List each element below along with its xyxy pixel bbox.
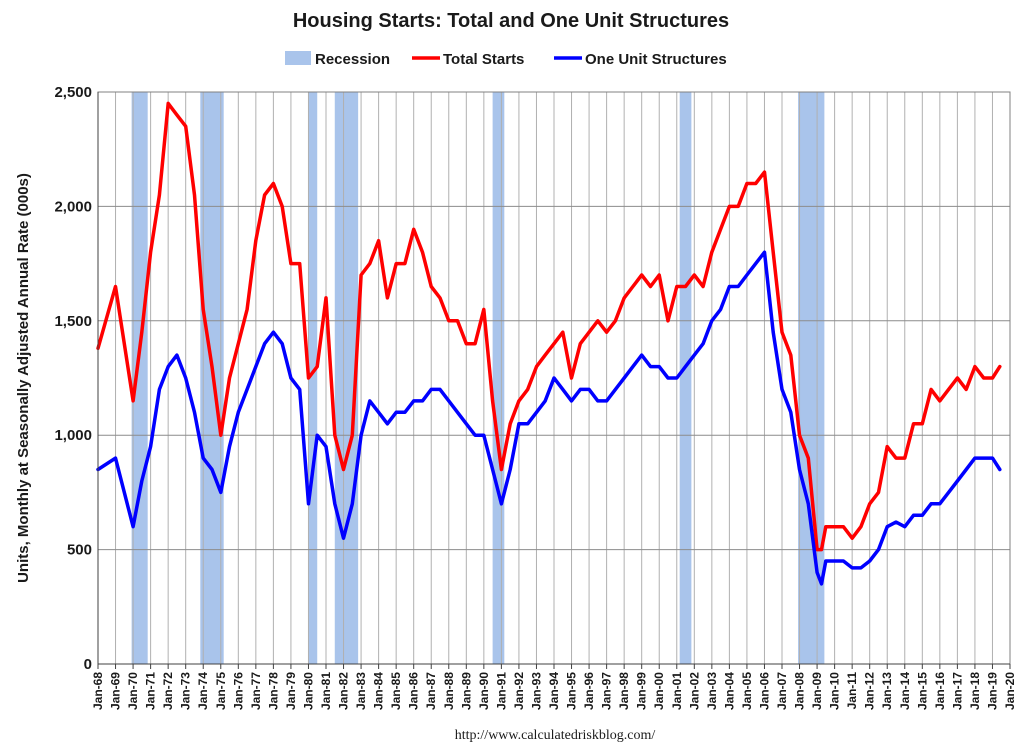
y-tick-label: 0 xyxy=(84,656,92,673)
series-lines xyxy=(96,101,1002,586)
x-tick-label: Jan-17 xyxy=(950,672,964,710)
x-tick-label: Jan-70 xyxy=(126,672,140,710)
x-tick-label: Jan-78 xyxy=(266,672,280,710)
recession-band xyxy=(308,92,318,664)
recession-band xyxy=(798,92,825,664)
x-tick-label: Jan-88 xyxy=(442,672,456,710)
y-axis-label: Units, Monthly at Seasonally Adjusted An… xyxy=(15,173,32,583)
series-line xyxy=(96,101,1002,552)
x-tick-label: Jan-68 xyxy=(91,672,105,710)
x-tick-label: Jan-96 xyxy=(582,672,596,710)
x-tick-label: Jan-81 xyxy=(319,672,333,710)
recession-bands xyxy=(131,92,825,664)
x-tick-label: Jan-91 xyxy=(494,672,508,710)
x-tick-label: Jan-01 xyxy=(670,672,684,710)
x-tick-label: Jan-12 xyxy=(863,672,877,710)
x-tick-label: Jan-14 xyxy=(898,672,912,710)
x-tick-label: Jan-82 xyxy=(337,672,351,710)
x-tick-label: Jan-08 xyxy=(793,672,807,710)
x-tick-label: Jan-13 xyxy=(880,672,894,710)
x-tick-label: Jan-84 xyxy=(372,672,386,710)
x-tick-label: Jan-85 xyxy=(389,672,403,710)
x-tick-label: Jan-05 xyxy=(740,672,754,710)
x-tick-label: Jan-09 xyxy=(810,672,824,710)
legend-item: Recession xyxy=(285,51,390,68)
x-tick-label: Jan-87 xyxy=(424,672,438,710)
x-tick-label: Jan-90 xyxy=(477,672,491,710)
x-tick-label: Jan-72 xyxy=(161,672,175,710)
recession-band xyxy=(679,92,692,664)
legend-item: One Unit Structures xyxy=(554,51,727,68)
x-tick-label: Jan-73 xyxy=(179,672,193,710)
x-tick-label: Jan-99 xyxy=(635,672,649,710)
x-tick-label: Jan-77 xyxy=(249,672,263,710)
x-tick-label: Jan-94 xyxy=(547,672,561,710)
x-tick-label: Jan-95 xyxy=(565,672,579,710)
y-tick-label: 1,500 xyxy=(54,313,92,330)
gridlines xyxy=(97,91,1011,665)
x-axis: Jan-68 Jan-69 Jan-70 Jan-71 Jan-72 Jan-73 Jan-… xyxy=(91,663,1017,710)
series-line xyxy=(96,250,1002,586)
x-tick-label: Jan-83 xyxy=(354,672,368,710)
x-tick-label: Jan-75 xyxy=(214,672,228,710)
x-tick-label: Jan-11 xyxy=(845,672,859,710)
legend-label: One Unit Structures xyxy=(585,51,727,68)
x-tick-label: Jan-03 xyxy=(705,672,719,710)
y-tick-label: 500 xyxy=(67,542,92,559)
x-tick-label: Jan-16 xyxy=(933,672,947,710)
x-tick-label: Jan-89 xyxy=(459,672,473,710)
x-tick-label: Jan-71 xyxy=(144,672,158,710)
legend-swatch xyxy=(285,51,311,65)
x-tick-label: Jan-15 xyxy=(915,672,929,710)
y-tick-label: 1,000 xyxy=(54,427,92,444)
x-tick-label: Jan-86 xyxy=(407,672,421,710)
recession-band xyxy=(131,92,148,664)
x-tick-label: Jan-97 xyxy=(600,672,614,710)
x-tick-label: Jan-18 xyxy=(968,672,982,710)
legend-label: Recession xyxy=(315,51,390,68)
x-tick-label: Jan-06 xyxy=(757,672,771,710)
x-tick-label: Jan-02 xyxy=(687,672,701,710)
x-tick-label: Jan-92 xyxy=(512,672,526,710)
y-tick-label: 2,500 xyxy=(54,84,92,101)
x-tick-label: Jan-20 xyxy=(1003,672,1017,710)
y-tick-label: 2,000 xyxy=(54,198,92,215)
x-tick-label: Jan-00 xyxy=(652,672,666,710)
recession-band xyxy=(492,92,505,664)
chart-legend: Recession Total Starts One Unit Structures xyxy=(285,51,727,68)
source-url: http://www.calculatedriskblog.com/ xyxy=(455,728,656,743)
legend-label: Total Starts xyxy=(443,51,524,68)
x-tick-label: Jan-93 xyxy=(529,672,543,710)
plot-area xyxy=(96,91,1011,665)
x-tick-label: Jan-10 xyxy=(828,672,842,710)
chart-title: Housing Starts: Total and One Unit Struc… xyxy=(293,10,729,32)
x-tick-label: Jan-04 xyxy=(722,672,736,710)
x-tick-label: Jan-79 xyxy=(284,672,298,710)
x-tick-label: Jan-98 xyxy=(617,672,631,710)
x-tick-label: Jan-19 xyxy=(985,672,999,710)
x-tick-label: Jan-76 xyxy=(231,672,245,710)
x-tick-label: Jan-80 xyxy=(301,672,315,710)
x-tick-label: Jan-69 xyxy=(109,672,123,710)
y-axis: 0 500 1,000 1,500 2,000 2,500 xyxy=(54,84,99,673)
x-tick-label: Jan-74 xyxy=(196,672,210,710)
x-tick-label: Jan-07 xyxy=(775,672,789,710)
legend-item: Total Starts xyxy=(412,51,524,68)
